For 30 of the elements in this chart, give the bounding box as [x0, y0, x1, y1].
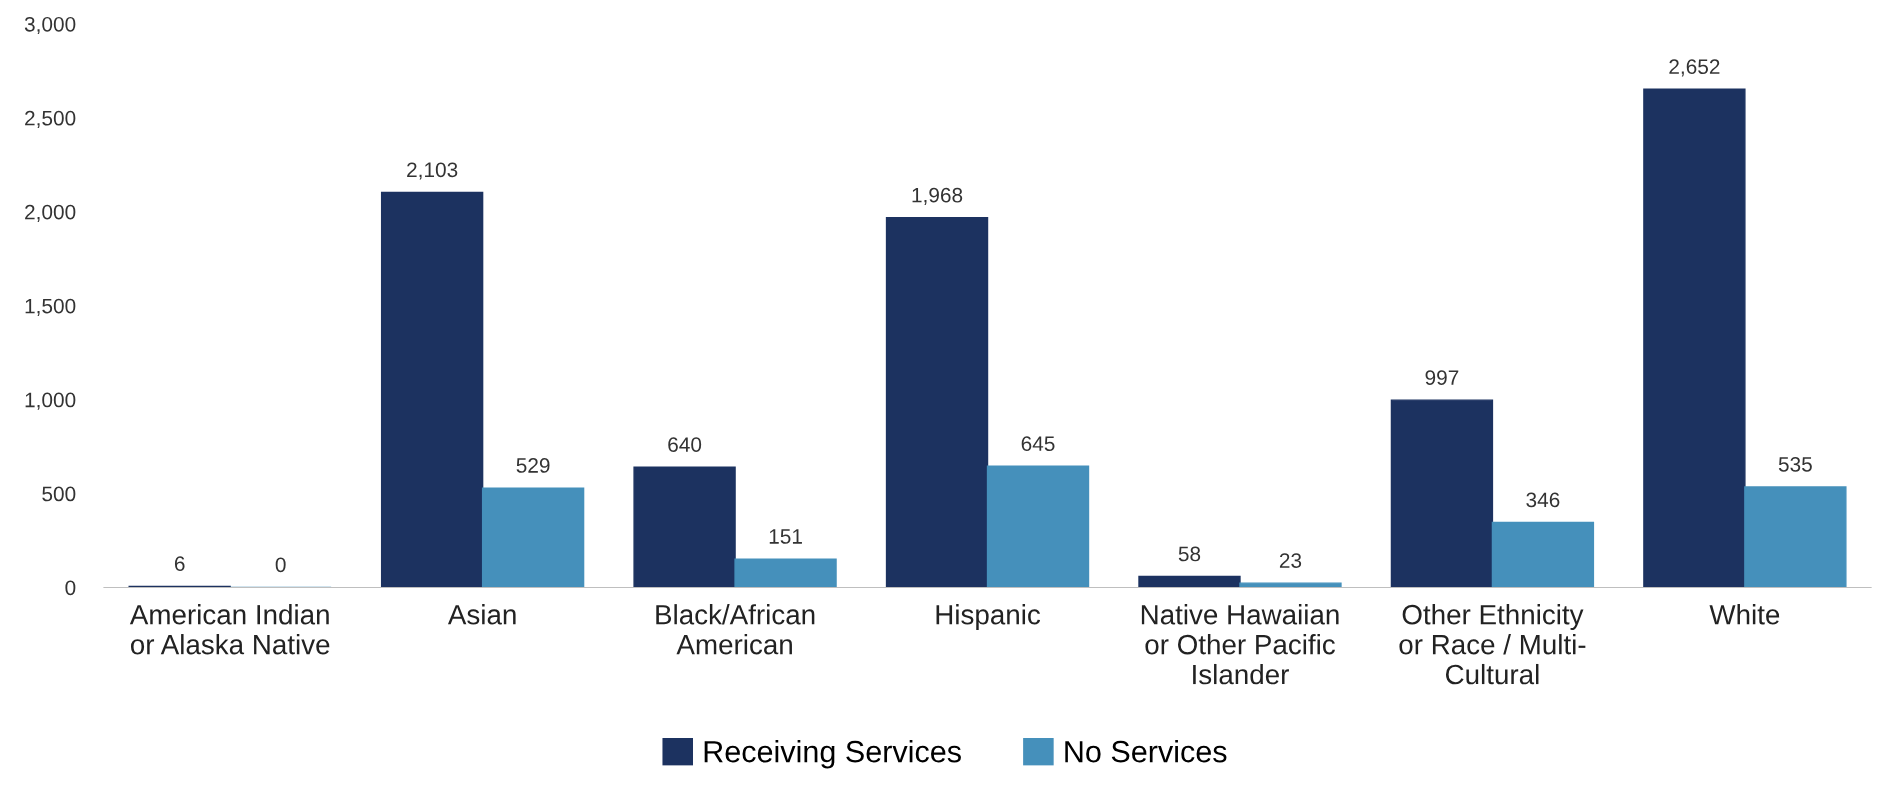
data-label: 535	[1778, 456, 1812, 472]
x-tick-label: American Indian or Alaska Native	[129, 604, 330, 655]
y-tick-label: 3,000	[24, 16, 76, 35]
x-tick-label: Other Ethnicity or Race / Multi- Cultural	[1399, 604, 1586, 685]
x-tick-label: Hispanic	[936, 604, 1041, 631]
data-label: 23	[1279, 553, 1302, 568]
y-tick-label: 2,500	[25, 110, 76, 129]
y-tick-label: 500	[42, 486, 76, 502]
data-label: 529	[516, 458, 550, 473]
y-tick-label: 0	[65, 580, 76, 596]
legend-label: No Services	[1065, 740, 1227, 763]
legend-label: Receiving Services	[704, 740, 961, 769]
data-label: 346	[1526, 492, 1560, 508]
x-tick-label: Asian	[447, 604, 516, 625]
data-label: 1,968	[912, 187, 963, 205]
data-label: 997	[1425, 370, 1459, 385]
data-label: 6	[174, 556, 185, 572]
data-label: 58	[1178, 546, 1201, 562]
y-tick-label: 1,000	[25, 392, 76, 410]
data-label: 640	[668, 437, 702, 452]
data-label: 2,652	[1669, 59, 1720, 77]
data-label: 151	[769, 529, 802, 544]
x-tick-label: Black/African American	[656, 604, 815, 655]
y-tick-label: 2,000	[25, 204, 76, 222]
data-label: 0	[275, 557, 286, 573]
data-label: 645	[1021, 436, 1055, 452]
y-tick-label: 1,500	[25, 298, 76, 316]
x-tick-label: White	[1709, 604, 1780, 625]
data-label: 2,103	[407, 162, 458, 180]
x-tick-label: Native Hawaiian or Other Pacific Islander	[1141, 604, 1339, 685]
